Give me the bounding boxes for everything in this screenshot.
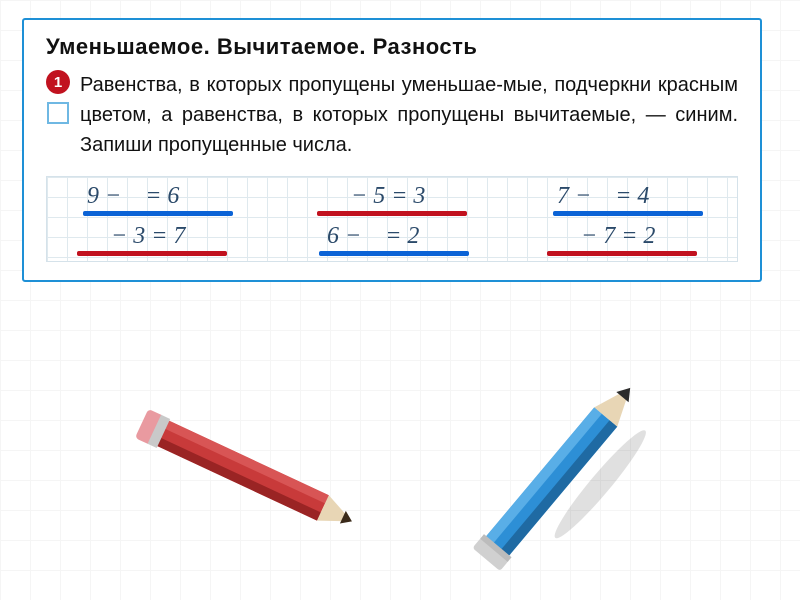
equation-2-2: 6 − = 2 <box>327 223 419 250</box>
equation-1-3: 7 − = 4 <box>557 183 649 210</box>
task-checkbox[interactable] <box>47 102 69 124</box>
instruction-row: 1 Равенства, в которых пропущены уменьша… <box>46 70 738 160</box>
eq-text: 6 − <box>327 223 361 249</box>
underline-1-2 <box>317 211 467 216</box>
red-pencil-icon <box>110 380 390 575</box>
card-title: Уменьшаемое. Вычитаемое. Разность <box>46 34 738 60</box>
eq-text: − 3 = 7 <box>111 223 185 249</box>
underline-2-1 <box>77 251 227 256</box>
task-number-badge: 1 <box>46 70 70 94</box>
equation-2-1: − 3 = 7 <box>87 223 185 250</box>
blue-pencil-icon <box>420 350 700 595</box>
eq-text: 9 − <box>87 183 121 209</box>
equation-1-2: − 5 = 3 <box>327 183 425 210</box>
eq-text: = 4 <box>615 183 649 209</box>
left-markers: 1 <box>46 70 70 124</box>
exercise-card: Уменьшаемое. Вычитаемое. Разность 1 Раве… <box>22 18 762 282</box>
equation-2-3: − 7 = 2 <box>557 223 655 250</box>
eq-text: 7 − <box>557 183 591 209</box>
equation-grid: 9 − = 6 − 5 = 3 7 − = 4 − 3 = 7 6 − = 2 − 7… <box>46 176 738 262</box>
underline-1-1 <box>83 211 233 216</box>
underline-1-3 <box>553 211 703 216</box>
instruction-text: Равенства, в которых пропущены уменьшае-… <box>80 70 738 160</box>
underline-2-3 <box>547 251 697 256</box>
equation-1-1: 9 − = 6 <box>87 183 179 210</box>
eq-text: − 7 = 2 <box>581 223 655 249</box>
eq-text: = 2 <box>385 223 419 249</box>
eq-text: = 6 <box>145 183 179 209</box>
eq-text: − 5 = 3 <box>351 183 425 209</box>
underline-2-2 <box>319 251 469 256</box>
